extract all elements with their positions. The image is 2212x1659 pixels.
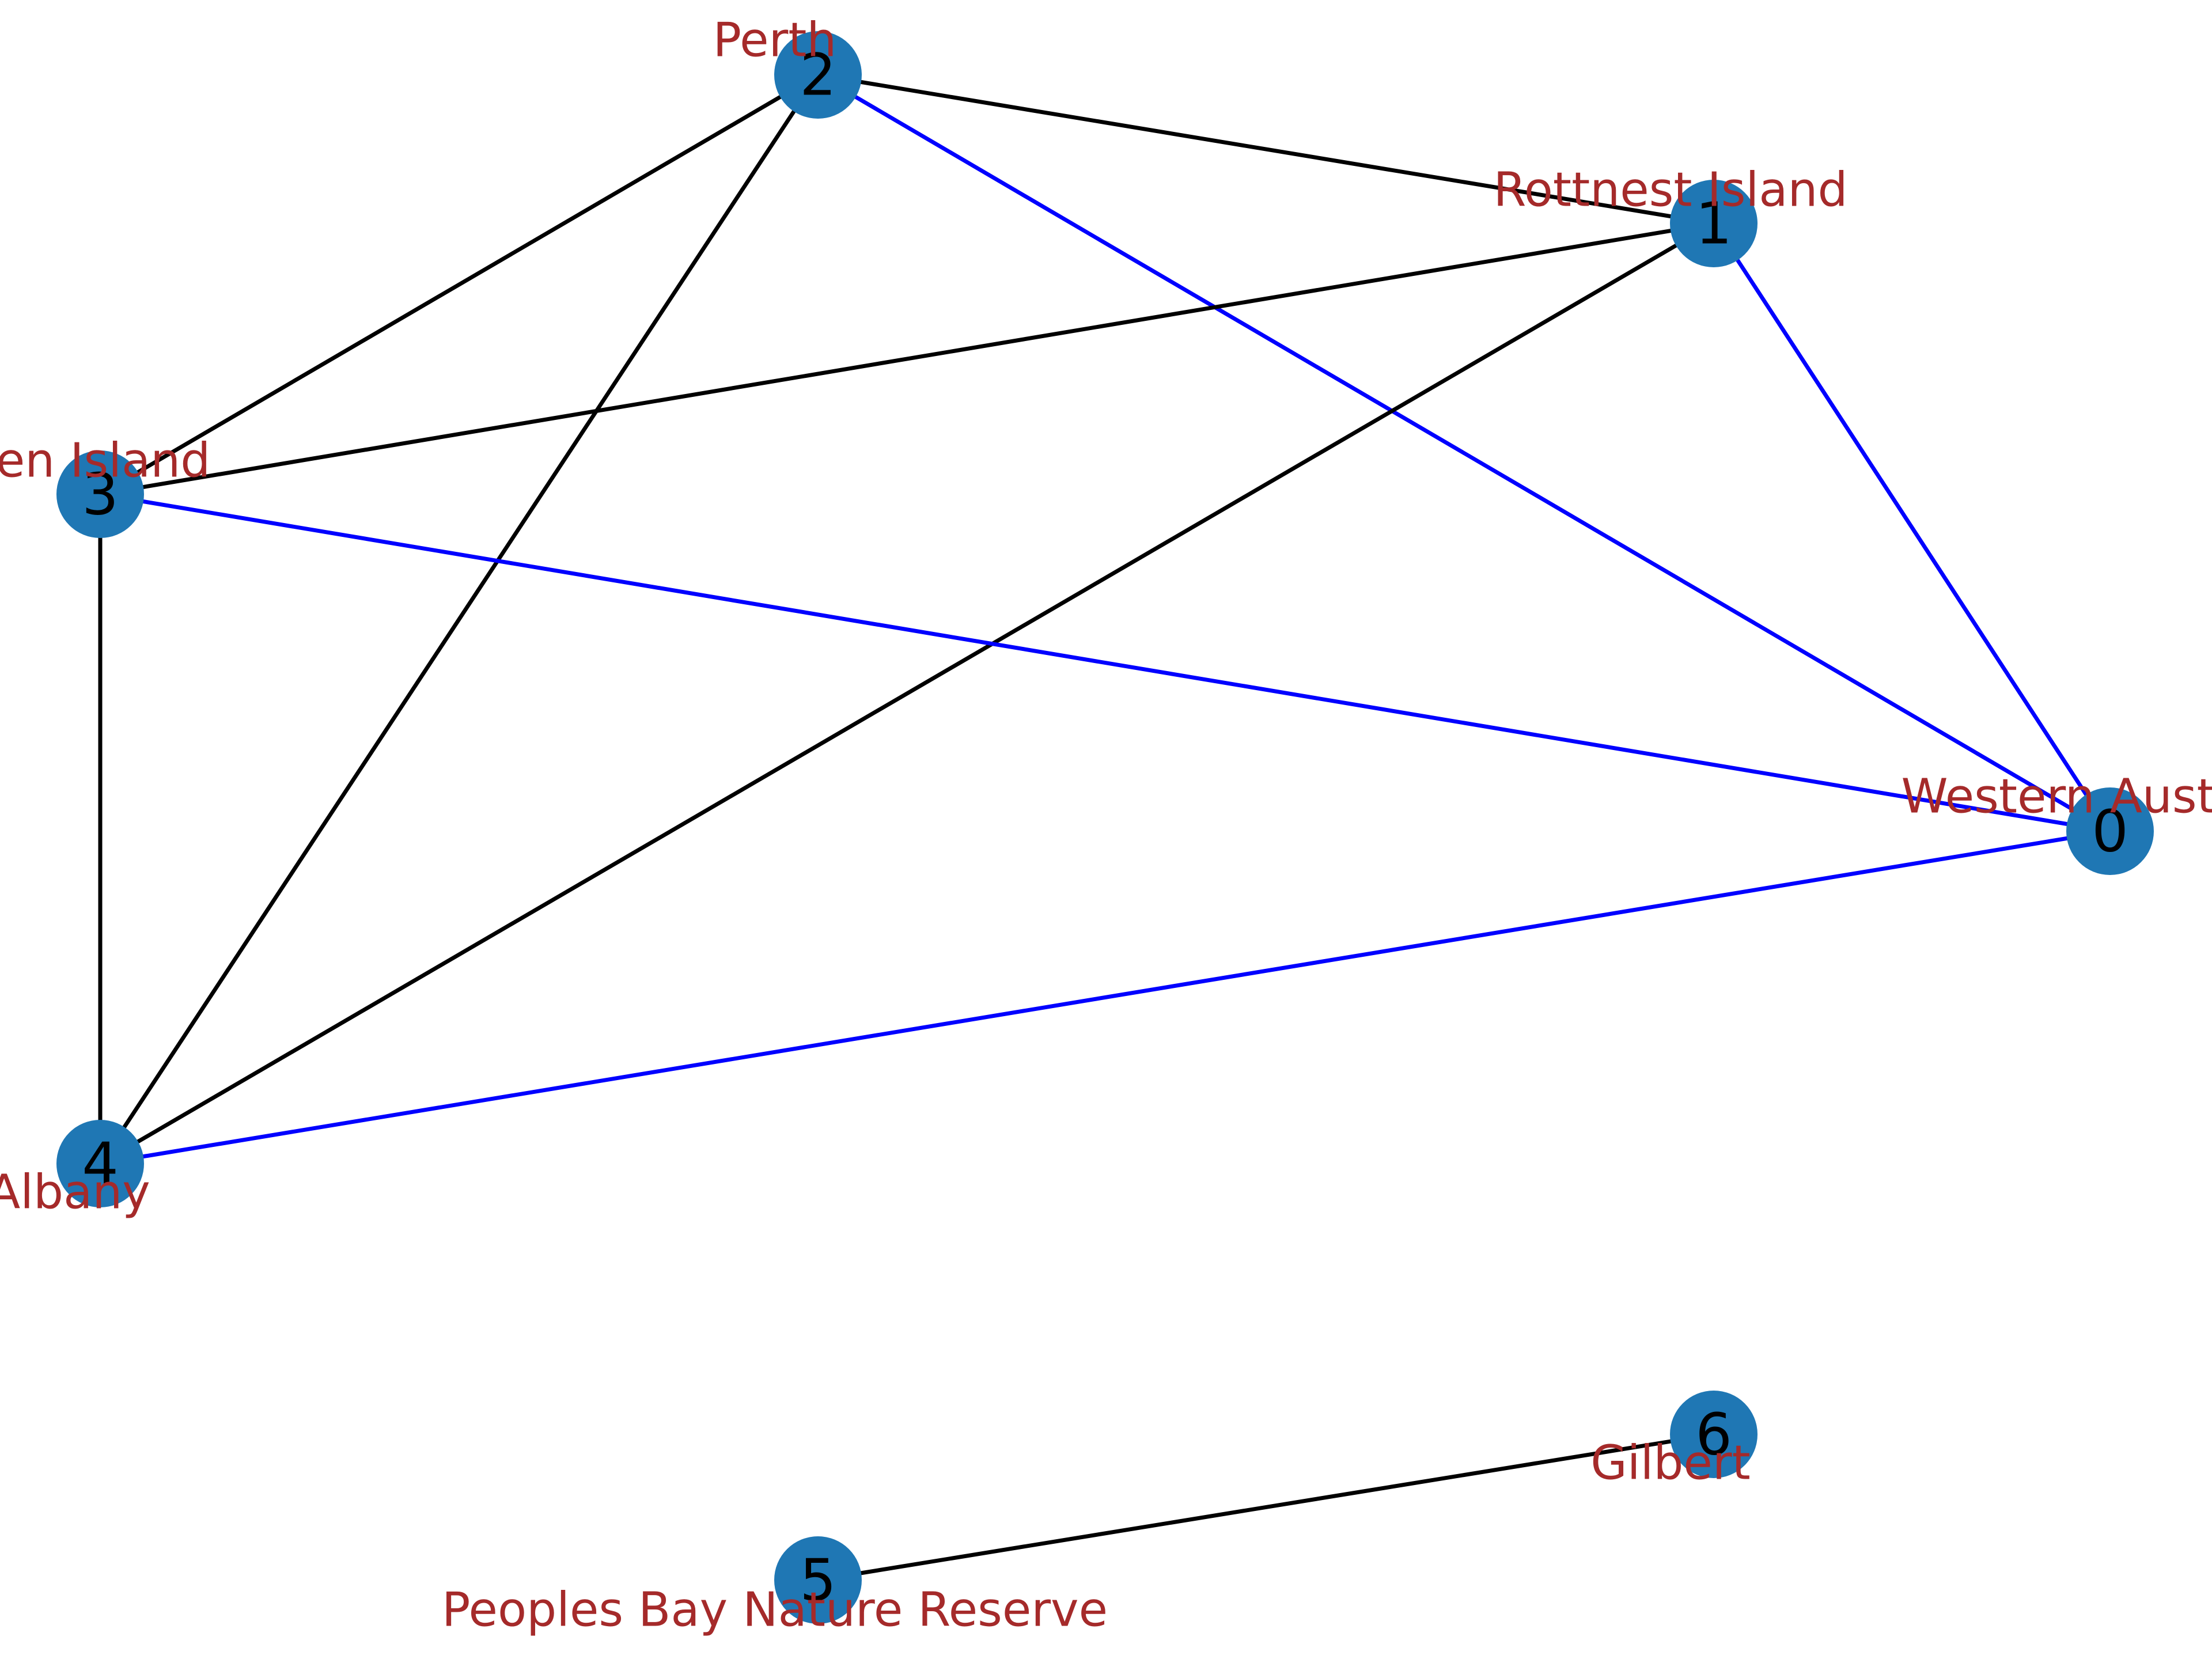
node-name-label: Albany bbox=[0, 1165, 150, 1220]
node-circle[interactable] bbox=[56, 1120, 144, 1207]
edge-3-0 bbox=[98, 492, 2112, 834]
edge-1-0 bbox=[1711, 221, 2112, 834]
nodes-layer: 0 1 2 3 4 5 6 bbox=[56, 31, 2154, 1624]
edge-2-3 bbox=[98, 73, 820, 497]
node-name-label: Gilbert bbox=[1590, 1436, 1750, 1491]
node-3[interactable]: 3 bbox=[56, 450, 144, 538]
edges-layer bbox=[98, 73, 2112, 1582]
node-id-label: 5 bbox=[800, 1547, 836, 1614]
node-4[interactable]: 4 bbox=[56, 1120, 144, 1207]
node-circle[interactable] bbox=[774, 31, 862, 119]
node-2[interactable]: 2 bbox=[774, 31, 862, 119]
node-circle[interactable] bbox=[2066, 787, 2154, 875]
node-0[interactable]: 0 bbox=[2066, 787, 2154, 875]
edge-1-4 bbox=[98, 221, 1716, 1166]
node-5[interactable]: 5 bbox=[774, 1536, 862, 1624]
node-id-label: 6 bbox=[1695, 1401, 1732, 1468]
node-name-label: Peoples Bay Nature Reserve bbox=[442, 1583, 1108, 1638]
edge-5-6 bbox=[816, 1432, 1716, 1582]
node-circle[interactable] bbox=[1670, 180, 1758, 267]
node-circle[interactable] bbox=[774, 1536, 862, 1624]
labels-layer: Western Australia Rottnest Island Perth Gar… bbox=[0, 13, 2212, 1638]
node-circle[interactable] bbox=[1670, 1391, 1758, 1478]
edge-2-4 bbox=[98, 73, 820, 1166]
edge-2-1 bbox=[816, 73, 1716, 226]
node-name-label: Garden Island bbox=[0, 434, 210, 488]
node-id-label: 0 bbox=[2092, 798, 2128, 865]
node-name-label: Perth bbox=[713, 13, 837, 68]
node-id-label: 4 bbox=[82, 1130, 119, 1198]
node-name-label: Western Australia bbox=[1901, 770, 2212, 824]
edge-1-3 bbox=[98, 221, 1716, 497]
node-id-label: 2 bbox=[800, 41, 836, 109]
node-id-label: 1 bbox=[1695, 190, 1732, 257]
node-1[interactable]: 1 bbox=[1670, 180, 1758, 267]
edge-4-0 bbox=[98, 829, 2112, 1166]
node-id-label: 3 bbox=[82, 461, 119, 528]
edge-2-0 bbox=[816, 73, 2112, 834]
node-circle[interactable] bbox=[56, 450, 144, 538]
node-6[interactable]: 6 bbox=[1670, 1391, 1758, 1478]
node-name-label: Rottnest Island bbox=[1493, 163, 1847, 218]
